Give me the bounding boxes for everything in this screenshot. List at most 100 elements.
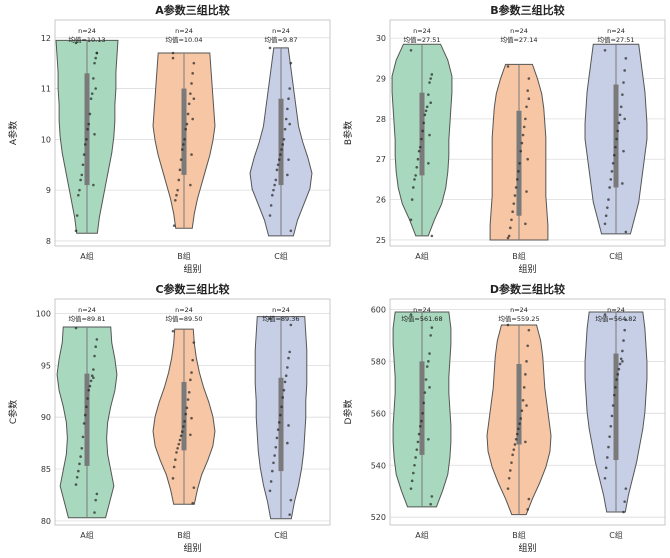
data-point xyxy=(279,153,282,156)
data-point xyxy=(176,446,179,450)
data-point xyxy=(607,198,610,201)
data-point xyxy=(82,153,86,156)
data-point xyxy=(276,428,280,431)
data-point xyxy=(93,61,96,65)
y-tick-label: 11 xyxy=(41,85,51,94)
data-point xyxy=(604,214,608,218)
data-point xyxy=(282,388,286,392)
mean-label: 均值=561.68 xyxy=(401,314,442,323)
data-point xyxy=(182,143,185,146)
data-point xyxy=(89,97,93,101)
mean-label: 均值=27.51 xyxy=(597,35,634,44)
data-point xyxy=(410,198,414,201)
data-point xyxy=(85,405,88,409)
data-point xyxy=(183,138,186,141)
data-point xyxy=(608,186,611,189)
x-tick-label: A组 xyxy=(415,251,428,261)
data-point xyxy=(191,72,194,75)
data-point xyxy=(622,339,625,342)
data-point xyxy=(83,143,87,146)
data-point xyxy=(418,145,422,149)
data-point xyxy=(427,161,430,165)
y-tick-label: 29 xyxy=(376,75,386,84)
y-tick-label: 26 xyxy=(376,196,386,205)
data-point xyxy=(95,338,99,341)
data-point xyxy=(171,329,175,333)
data-point xyxy=(624,57,628,60)
data-point xyxy=(192,341,196,344)
data-point xyxy=(509,226,512,230)
data-point xyxy=(180,148,184,151)
data-point xyxy=(417,149,421,153)
iqr-box xyxy=(613,84,619,188)
data-point xyxy=(623,500,626,503)
data-point xyxy=(517,170,520,173)
data-point xyxy=(185,122,189,126)
data-point xyxy=(95,492,99,496)
data-point xyxy=(268,214,272,217)
iqr-box xyxy=(613,353,619,461)
y-tick-label: 100 xyxy=(36,310,51,319)
sample-size-label: n=24 xyxy=(413,27,431,35)
y-tick-label: 600 xyxy=(371,305,386,314)
data-point xyxy=(409,218,413,222)
data-point xyxy=(614,145,617,149)
iqr-box xyxy=(181,88,187,175)
data-point xyxy=(614,386,617,389)
chart-title: B参数三组比较 xyxy=(490,3,564,17)
data-point xyxy=(412,471,415,475)
chart-a-panel: 89101112A参数三组比较组别A参数n=24均值=10.13A组n=24均值… xyxy=(7,3,331,275)
data-point xyxy=(604,466,608,470)
data-point xyxy=(428,386,431,389)
data-point xyxy=(192,486,196,489)
data-point xyxy=(511,453,514,457)
y-tick-label: 580 xyxy=(371,357,386,366)
chart-c-panel: 80859095100C参数三组比较组别C参数n=24均值=89.81A组n=2… xyxy=(7,282,331,554)
mean-label: 均值=564.82 xyxy=(595,314,636,323)
data-point xyxy=(177,178,181,182)
data-point xyxy=(189,183,192,187)
data-point xyxy=(280,405,283,409)
data-point xyxy=(87,388,91,392)
y-tick-label: 95 xyxy=(41,361,51,370)
data-point xyxy=(409,487,413,490)
y-tick-label: 85 xyxy=(41,465,51,474)
data-point xyxy=(271,193,274,197)
data-point xyxy=(617,367,621,371)
data-point xyxy=(612,393,616,397)
data-point xyxy=(79,178,82,182)
sample-size-label: n=24 xyxy=(175,27,193,35)
y-axis-label: C参数 xyxy=(7,400,19,424)
data-point xyxy=(526,157,529,161)
data-point xyxy=(184,127,188,131)
y-tick-label: 80 xyxy=(41,517,51,526)
data-point xyxy=(190,371,193,374)
data-point xyxy=(280,148,283,151)
data-point xyxy=(429,77,432,80)
data-point xyxy=(187,391,191,394)
data-point xyxy=(269,204,273,207)
data-point xyxy=(510,218,513,222)
data-point xyxy=(624,230,628,234)
data-point xyxy=(421,411,424,415)
data-point xyxy=(94,56,97,60)
chart-title: D参数三组比较 xyxy=(490,282,565,296)
sample-size-label: n=24 xyxy=(413,306,431,314)
data-point xyxy=(93,511,96,514)
x-axis-label: 组别 xyxy=(518,263,536,275)
chart-title: C参数三组比较 xyxy=(155,282,229,296)
data-point xyxy=(175,451,178,454)
data-point xyxy=(518,161,521,165)
data-point xyxy=(427,93,430,96)
data-point xyxy=(276,163,280,167)
data-point xyxy=(526,89,529,92)
x-tick-label: B组 xyxy=(177,251,191,261)
data-point xyxy=(622,510,625,514)
x-tick-label: A组 xyxy=(415,530,428,540)
data-point xyxy=(183,420,186,423)
data-point xyxy=(615,137,618,141)
data-point xyxy=(184,412,188,416)
data-point xyxy=(93,354,96,358)
data-point xyxy=(621,360,624,363)
data-point xyxy=(420,419,423,423)
